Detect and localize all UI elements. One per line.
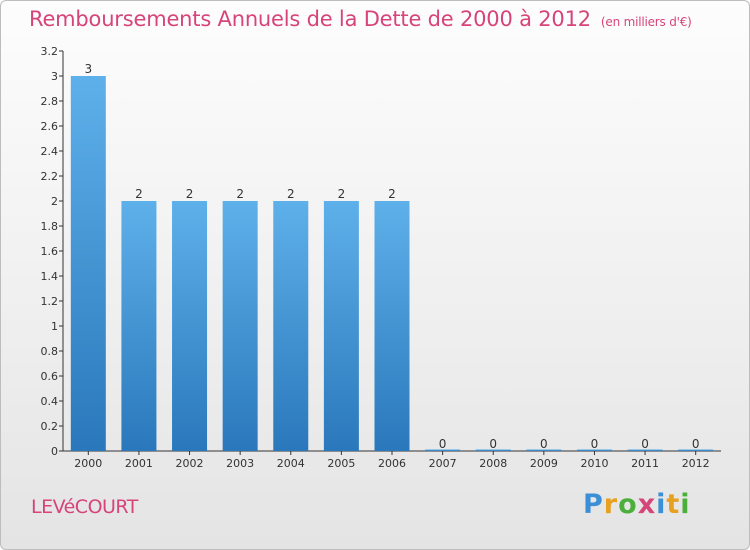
logo-letter: i [656,489,667,520]
x-tick-label: 2001 [125,457,153,470]
x-tick-label: 2005 [327,457,355,470]
data-label: 0 [591,437,599,451]
bar [273,201,309,451]
data-label: 0 [439,437,447,451]
proxiti-logo: Proxiti [583,489,691,520]
bar [425,449,461,451]
bar [678,449,714,451]
bar [475,449,511,451]
bar [627,449,663,451]
logo-letter: o [618,489,638,520]
x-tick-label: 2000 [74,457,102,470]
y-tick-label: 1.2 [41,295,59,308]
logo-letter: x [637,489,657,520]
chart-subtitle: (en milliers d'€) [600,15,692,29]
bar [323,201,359,451]
y-tick-label: 2.6 [41,120,59,133]
bar [172,201,208,451]
bar [576,449,612,451]
data-label: 2 [236,187,244,201]
x-tick-label: 2002 [176,457,204,470]
data-label: 0 [489,437,497,451]
logo-letter: t [666,489,681,520]
commune-name: LEVéCOURT [31,496,138,518]
x-tick-label: 2010 [580,457,608,470]
x-tick-label: 2006 [378,457,406,470]
logo-letter: i [680,489,691,520]
y-tick-label: 3 [51,70,58,83]
data-label: 0 [540,437,548,451]
x-tick-label: 2007 [429,457,457,470]
y-tick-label: 2.4 [41,145,59,158]
x-tick-label: 2008 [479,457,507,470]
data-label: 0 [641,437,649,451]
data-label: 2 [388,187,396,201]
x-tick-label: 2011 [631,457,659,470]
y-tick-label: 1.6 [41,245,59,258]
data-label: 2 [287,187,295,201]
bar [374,201,410,451]
y-tick-label: 0.4 [41,395,59,408]
data-label: 2 [135,187,143,201]
y-tick-label: 1.8 [41,220,59,233]
data-label: 0 [692,437,700,451]
x-tick-label: 2012 [682,457,710,470]
y-tick-label: 2.8 [41,95,59,108]
bar [121,201,157,451]
y-tick-label: 2 [51,195,58,208]
bar [222,201,258,451]
x-tick-label: 2009 [530,457,558,470]
data-label: 2 [338,187,346,201]
y-tick-label: 1.4 [41,270,59,283]
data-label: 2 [186,187,194,201]
y-tick-label: 2.2 [41,170,59,183]
x-tick-label: 2003 [226,457,254,470]
bar [70,76,106,451]
y-tick-label: 0 [51,445,58,458]
bar [526,449,562,451]
y-tick-label: 3.2 [41,45,59,58]
logo-letter: r [603,489,619,520]
y-tick-label: 1 [51,320,58,333]
data-label: 3 [84,62,92,76]
logo-letter: P [583,489,604,520]
y-tick-label: 0.8 [41,345,59,358]
y-tick-label: 0.2 [41,420,59,433]
chart-title: Remboursements Annuels de la Dette de 20… [29,7,692,31]
x-tick-label: 2004 [277,457,305,470]
y-tick-label: 0.6 [41,370,59,383]
chart-title-text: Remboursements Annuels de la Dette de 20… [29,7,591,31]
